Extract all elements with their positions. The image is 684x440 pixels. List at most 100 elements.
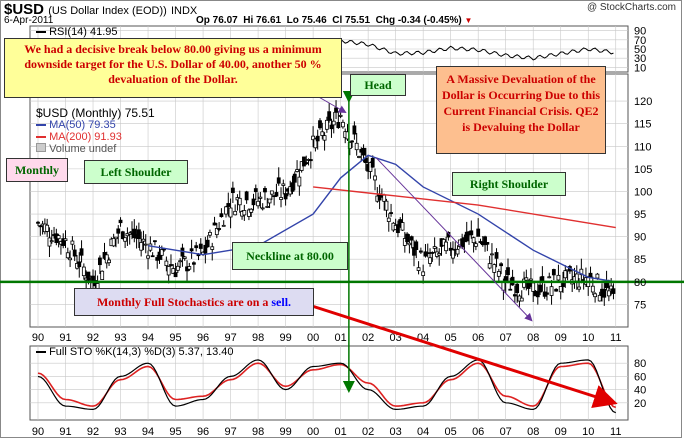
- price-bar-body: [414, 241, 419, 250]
- price-bar-body: [150, 255, 155, 258]
- price-bar-body: [430, 252, 435, 254]
- price-bar-body: [127, 232, 132, 235]
- price-bar-body: [512, 294, 517, 297]
- ma50-swatch: [36, 124, 46, 127]
- rsi-tick-label: 30: [634, 53, 646, 65]
- price-bar-body: [341, 121, 345, 128]
- price-bar-body: [290, 182, 295, 192]
- price-bar-body: [189, 248, 194, 252]
- price-bar-body: [494, 252, 499, 259]
- ma200-line: [313, 186, 616, 229]
- legend-ma50: MA(50) 79.35: [36, 119, 155, 131]
- legend-ma200-label: MA(200) 91.93: [49, 131, 122, 143]
- price-bar-body: [36, 221, 40, 224]
- downtrend-arrow: [376, 157, 533, 322]
- price-bar-body: [499, 263, 504, 267]
- change-value: Chg -0.34 (-0.45%): [375, 15, 462, 26]
- rsi-legend-label: RSI(14) 41.95: [49, 26, 118, 38]
- price-bar-body: [549, 286, 554, 296]
- price-bar-body: [336, 122, 341, 129]
- price-bar-body: [219, 213, 224, 218]
- price-bar-body: [444, 241, 448, 252]
- legend-volume-label: Volume undef: [49, 143, 117, 155]
- price-bar-body: [104, 254, 109, 264]
- x-tick-label: 07: [500, 332, 512, 344]
- x-tick-label: 06: [472, 426, 484, 438]
- price-bar-body: [173, 272, 178, 278]
- price-bar-body: [233, 210, 238, 216]
- price-bar-body: [56, 235, 61, 240]
- price-bar-body: [485, 242, 490, 245]
- price-bar-body: [432, 246, 437, 249]
- price-bar-body: [464, 231, 469, 242]
- price-bar-body: [203, 244, 208, 254]
- legend-ma50-label: MA(50) 79.35: [49, 119, 116, 131]
- price-bar-body: [267, 198, 272, 204]
- stochastics-note-text: Monthly Full Stochastics are on a: [96, 295, 269, 309]
- price-bar-body: [205, 239, 210, 248]
- price-bar-body: [324, 119, 329, 130]
- price-bar-body: [258, 196, 263, 199]
- price-bar-body: [320, 131, 325, 136]
- price-bar-body: [428, 257, 432, 264]
- price-bar-body: [132, 228, 137, 238]
- price-bar-body: [242, 210, 247, 216]
- price-bar-body: [198, 243, 203, 249]
- price-bar-body: [166, 266, 171, 276]
- price-bar-body: [269, 190, 274, 195]
- x-tick-label: 09: [555, 426, 567, 438]
- price-legend: $USD (Monthly) 75.51 MA(50) 79.35 MA(200…: [36, 107, 155, 155]
- rsi-swatch: [36, 31, 46, 34]
- price-bar-body: [455, 249, 460, 255]
- price-bar-body: [421, 271, 426, 276]
- sto-tick-label: 20: [634, 398, 646, 410]
- x-tick-label: 08: [527, 332, 539, 344]
- price-bar-body: [276, 177, 281, 184]
- price-bar-body: [451, 249, 455, 259]
- price-bar-body: [469, 230, 474, 236]
- price-bar-body: [331, 120, 336, 126]
- x-tick-label: 92: [87, 426, 99, 438]
- price-bar-body: [529, 278, 533, 281]
- price-bar-body: [302, 156, 306, 167]
- x-tick-label: 91: [59, 426, 71, 438]
- price-bar-body: [313, 138, 318, 149]
- price-tick-label: 120: [634, 96, 652, 108]
- price-bar-body: [556, 274, 561, 281]
- x-tick-label: 95: [169, 332, 181, 344]
- price-bar-body: [386, 217, 391, 222]
- price-bar-body: [292, 173, 297, 183]
- x-tick-label: 03: [390, 426, 402, 438]
- price-bar-body: [153, 240, 157, 243]
- price-bar-body: [496, 271, 501, 277]
- price-bar-body: [107, 259, 111, 264]
- price-tick-label: 110: [634, 141, 652, 153]
- price-bar-body: [93, 280, 98, 287]
- price-bar-body: [492, 264, 497, 273]
- left-shoulder-label: Left Shoulder: [84, 160, 188, 184]
- price-bar-body: [595, 273, 600, 279]
- stochastics-note: Monthly Full Stochastics are on a sell.: [74, 288, 314, 316]
- price-bar-body: [164, 260, 169, 266]
- x-tick-label: 94: [142, 332, 154, 344]
- price-bar-body: [178, 260, 183, 263]
- price-bar-body: [318, 120, 322, 129]
- price-bar-body: [68, 257, 72, 261]
- price-bar-body: [315, 135, 320, 142]
- price-bar-body: [593, 293, 598, 298]
- stochastics-note-sell: sell.: [271, 295, 292, 309]
- price-tick-label: 115: [634, 119, 652, 131]
- x-tick-label: 96: [197, 426, 209, 438]
- x-tick-label: 93: [114, 332, 126, 344]
- price-bar-body: [187, 266, 192, 270]
- x-tick-label: 92: [87, 332, 99, 344]
- x-tick-label: 04: [417, 426, 429, 438]
- rsi-tick-label: 70: [634, 35, 646, 47]
- price-bar-body: [228, 207, 233, 218]
- price-bar-body: [182, 256, 187, 259]
- price-bar-body: [609, 285, 614, 290]
- price-tick-label: 85: [634, 254, 646, 266]
- price-bar-body: [526, 281, 531, 289]
- price-bar-body: [139, 242, 144, 251]
- price-bar-body: [407, 242, 412, 246]
